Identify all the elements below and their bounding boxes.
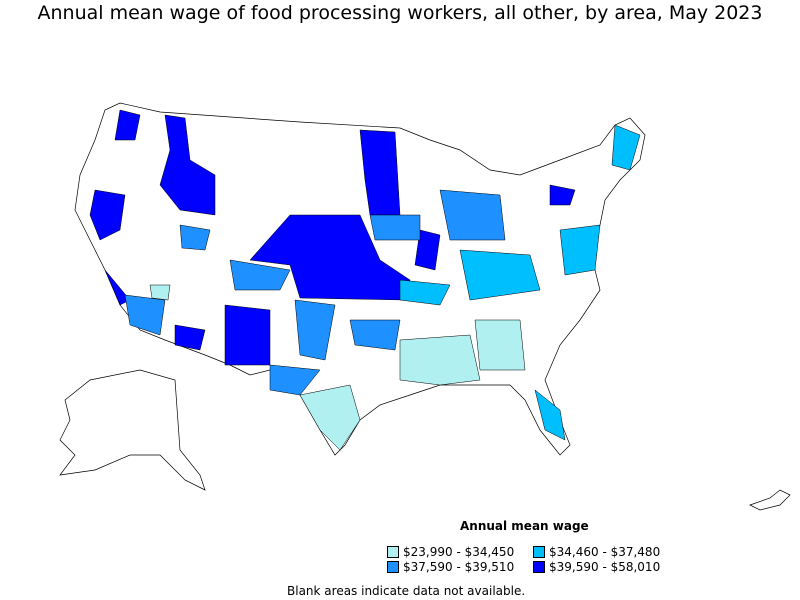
area-region	[399, 279, 451, 306]
area-region	[229, 259, 291, 291]
area-region	[104, 269, 131, 306]
legend-label: $23,990 - $34,450	[403, 545, 515, 559]
area-regions	[89, 109, 641, 451]
legend-swatch	[533, 561, 545, 573]
area-region	[439, 189, 506, 241]
area-region	[299, 384, 361, 451]
legend-title: Annual mean wage	[460, 519, 589, 533]
area-region	[179, 224, 211, 251]
area-region	[89, 189, 126, 241]
area-region	[224, 304, 271, 366]
area-region	[474, 319, 526, 371]
area-region	[369, 214, 421, 241]
legend-swatch	[533, 546, 545, 558]
legend-swatch	[387, 546, 399, 558]
area-region	[159, 114, 216, 216]
area-region	[349, 319, 401, 351]
area-region	[294, 299, 336, 361]
legend-item: $39,590 - $58,010	[533, 560, 660, 574]
area-region	[124, 294, 166, 336]
legend-label: $34,460 - $37,480	[549, 545, 661, 559]
legend-item: $34,460 - $37,480	[533, 545, 660, 559]
legend-label: $37,590 - $39,510	[403, 560, 515, 574]
hawaii	[749, 489, 791, 511]
area-region	[459, 249, 541, 301]
area-region	[174, 324, 206, 351]
area-region	[114, 109, 141, 141]
area-region	[399, 334, 481, 386]
area-region	[549, 184, 576, 206]
legend-label: $39,590 - $58,010	[549, 560, 661, 574]
area-region	[534, 389, 566, 441]
alaska	[59, 369, 206, 491]
legend-swatch	[387, 561, 399, 573]
area-region	[611, 124, 641, 171]
area-region	[149, 284, 171, 301]
footnote: Blank areas indicate data not available.	[287, 584, 526, 598]
legend-item: $37,590 - $39,510	[387, 560, 514, 574]
area-region	[559, 224, 601, 276]
area-region	[414, 229, 441, 271]
map-title: Annual mean wage of food processing work…	[37, 2, 763, 24]
legend-item: $23,990 - $34,450	[387, 545, 514, 559]
